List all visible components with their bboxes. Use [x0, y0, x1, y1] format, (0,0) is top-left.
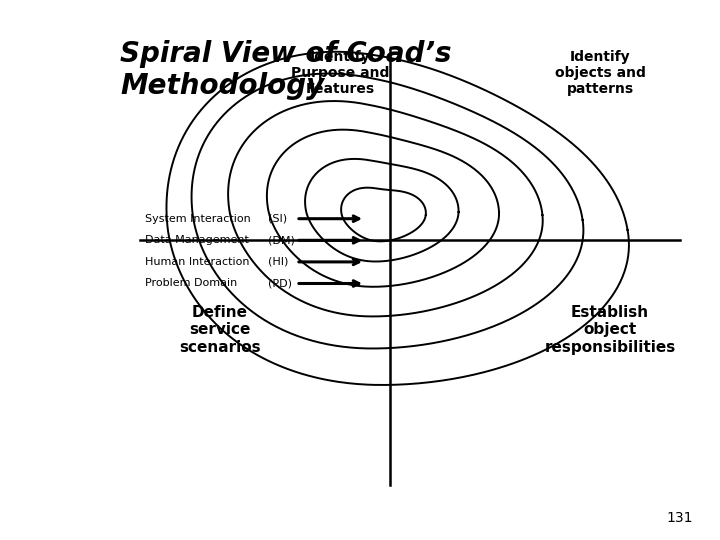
Text: Establish
object
responsibilities: Establish object responsibilities — [544, 305, 675, 355]
Text: Human Interaction: Human Interaction — [145, 257, 250, 267]
Text: 131: 131 — [667, 511, 693, 525]
Text: Spiral View of Coad’s
Methodology: Spiral View of Coad’s Methodology — [120, 40, 451, 100]
Text: (DM): (DM) — [268, 235, 295, 245]
Text: System Interaction: System Interaction — [145, 214, 251, 224]
Text: Data Management: Data Management — [145, 235, 249, 245]
Text: Define
service
scenarios: Define service scenarios — [179, 305, 261, 355]
Text: (HI): (HI) — [268, 257, 289, 267]
Text: Identify
objects and
patterns: Identify objects and patterns — [554, 50, 645, 97]
Text: Identify
Purpose and
Features: Identify Purpose and Features — [291, 50, 390, 97]
Text: (SI): (SI) — [268, 214, 287, 224]
Text: (PD): (PD) — [268, 279, 292, 288]
Text: Problem Domain: Problem Domain — [145, 279, 238, 288]
